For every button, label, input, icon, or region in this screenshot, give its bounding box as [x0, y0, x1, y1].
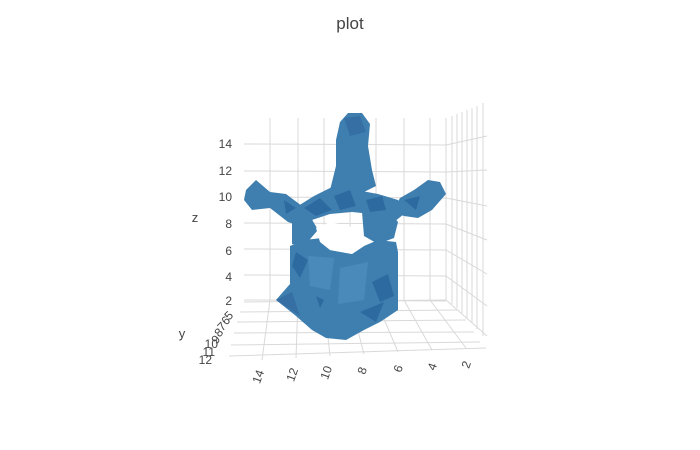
chart-title: plot — [336, 14, 364, 33]
x-tick-label: 6 — [391, 363, 407, 374]
mesh-shade-facet — [284, 200, 296, 214]
mesh-shade-facet — [316, 296, 324, 308]
mesh-shade-facet — [304, 198, 332, 216]
x-tick-label: 14 — [249, 368, 267, 386]
mesh-shade-facet — [404, 196, 420, 210]
mesh-shade-facet — [360, 302, 384, 322]
x-tick-label: 2 — [459, 359, 475, 370]
mesh-left-pedicle — [292, 216, 318, 246]
mesh-shade-facet — [292, 252, 308, 278]
x-tick-label: 8 — [355, 365, 371, 376]
z-tick-label: 4 — [225, 270, 232, 284]
z-tick-label: 12 — [219, 164, 233, 178]
y-axis-title: y — [179, 326, 186, 341]
y-tick-label: 10 — [205, 337, 219, 351]
grid-right-wall — [445, 103, 488, 337]
mesh-surface[interactable] — [244, 113, 446, 340]
mesh-spinous-process — [330, 113, 376, 198]
x-tick-label: 10 — [317, 364, 335, 382]
y-axis-ticks: 12 11 10 9 8 7 6 5 — [199, 308, 237, 367]
x-tick-label: 4 — [425, 361, 441, 372]
z-tick-label: 6 — [225, 244, 232, 258]
y-tick-label: 11 — [203, 345, 216, 359]
mesh-left-process — [244, 180, 312, 228]
mesh-shade-facet — [366, 196, 386, 212]
mesh-shade-facet — [344, 116, 366, 136]
mesh-shade-facet — [372, 274, 394, 302]
mesh-shade-facet — [276, 292, 300, 316]
mesh-shade-facet — [334, 190, 356, 210]
mesh-canal — [316, 222, 364, 254]
z-tick-label: 14 — [219, 137, 233, 151]
mesh-shade-facet — [308, 256, 334, 290]
mesh-right-pedicle — [362, 208, 398, 244]
x-tick-label: 12 — [283, 366, 301, 384]
mesh-shade-facet — [338, 262, 368, 304]
z-axis-ticks: 14 12 10 8 6 4 2 — [219, 137, 233, 308]
z-tick-label: 10 — [219, 190, 233, 204]
y-tick-label: 12 — [199, 353, 213, 367]
z-axis-title: z — [192, 210, 199, 225]
x-axis-ticks: 14 12 10 8 6 4 2 — [249, 359, 474, 386]
z-tick-label: 8 — [225, 217, 232, 231]
z-tick-label: 2 — [225, 294, 232, 308]
